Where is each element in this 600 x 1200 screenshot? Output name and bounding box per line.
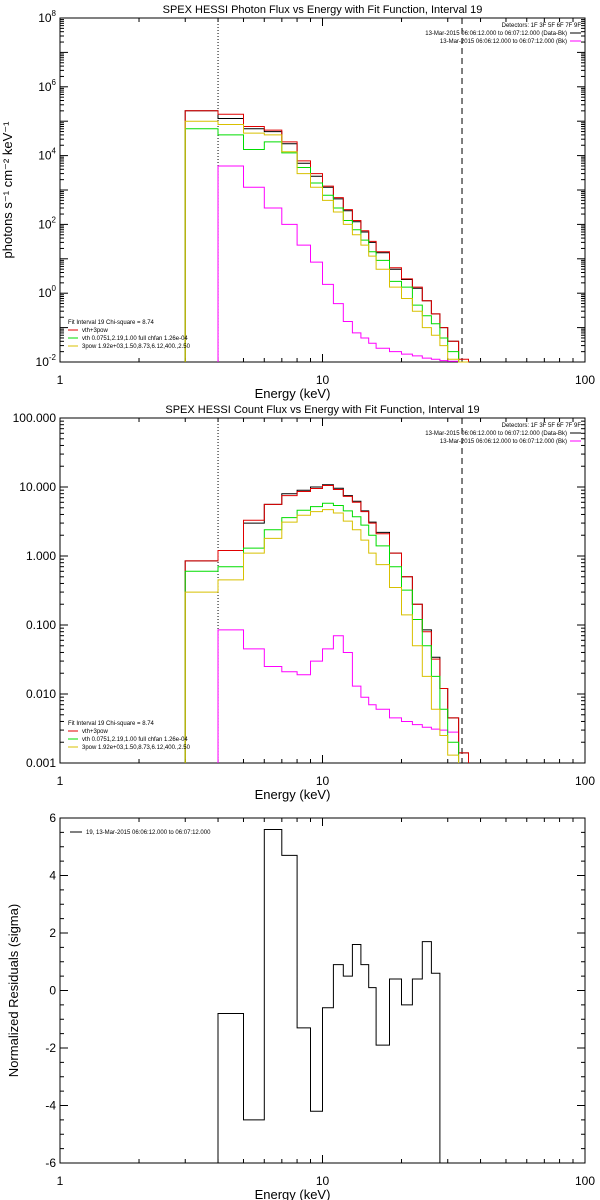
y-tick-label: 0.001	[26, 756, 56, 770]
legend-entry-label: 13-Mar-2015 06:06:12.000 to 06:07:12.000…	[440, 439, 567, 445]
y-tick-label: 100.000	[13, 411, 57, 425]
series-line-4	[184, 128, 469, 363]
x-axis-label: Energy (keV)	[255, 1187, 331, 1200]
fit-legend-label: 3pow 1.92e+03,1.50,8.73,6.12,400.,2.50	[82, 344, 191, 350]
fit-legend-label: 3pow 1.92e+03,1.50,8.73,6.12,400.,2.50	[82, 745, 191, 751]
detectors-label: Detectors: 1F 3F 5F 6F 7F 9F	[502, 23, 582, 29]
x-tick-label: 100	[575, 1174, 595, 1188]
detectors-label: Detectors: 1F 3F 5F 6F 7F 9F	[502, 423, 582, 429]
panel-1: 1 10 100 108 10-2 100 102 104 106 SPEX HESSI Phot…	[0, 4, 595, 401]
y-axis-label: Normalized Residuals (sigma)	[6, 904, 21, 1077]
y-tick-label: 106	[38, 78, 56, 94]
y-tick-label: -4	[45, 1099, 56, 1113]
series-line-5	[184, 120, 469, 363]
y-tick-label: 0.100	[26, 618, 56, 632]
y-tick-label: 100	[38, 284, 56, 300]
y-tick-label: 108	[38, 9, 56, 25]
y-tick-exponent: 4	[52, 147, 57, 156]
chart-title: SPEX HESSI Photon Flux vs Energy with Fi…	[163, 4, 483, 16]
fit-legend-title: Fit Interval 19 Chi-square = 8.74	[68, 320, 155, 326]
x-axis-label: Energy (keV)	[255, 787, 331, 802]
y-tick-label: 102	[38, 215, 56, 231]
x-axis-label: Energy (keV)	[255, 386, 331, 401]
y-tick-label: 4	[49, 869, 56, 883]
y-tick-exponent: 0	[52, 284, 57, 293]
y-axis-label: photons s⁻¹ cm⁻² keV⁻¹	[0, 121, 15, 259]
panel-2: 1 10 100 0.001 0.010 0.100 1.000 10.000 100.000 S…	[13, 404, 596, 802]
y-tick-label: -2	[45, 1041, 56, 1055]
y-tick-label: 6	[49, 811, 56, 825]
x-tick-label: 10	[316, 373, 330, 387]
y-tick-exponent: 8	[52, 9, 57, 18]
x-tick-label: 100	[575, 774, 595, 788]
fit-legend-label: vth 0.0751,2.19,1.00 full chfan 1.26e-04	[82, 336, 188, 342]
x-tick-label: 1	[57, 373, 64, 387]
series-line-2	[217, 165, 469, 363]
series-line-1	[217, 829, 441, 1163]
series-line-5	[184, 509, 460, 763]
legend-entry-label: 13-Mar-2015 06:06:12.000 to 06:07:12.000…	[440, 39, 567, 45]
residual-legend-label: 19, 13-Mar-2015 06:06:12.000 to 06:07:12…	[86, 830, 211, 836]
fit-legend-label: vth+3pow	[82, 328, 109, 334]
y-tick-exponent: 6	[52, 78, 57, 87]
x-tick-label: 10	[316, 1174, 330, 1188]
legend-entry-label: 13-Mar-2015 06:06:12.000 to 06:07:12.000…	[425, 31, 567, 37]
y-tick-exponent: 2	[52, 215, 57, 224]
series-line-1	[184, 110, 469, 363]
y-tick-label: 1.000	[26, 549, 56, 563]
legend-entry-label: 13-Mar-2015 06:06:12.000 to 06:07:12.000…	[425, 431, 567, 437]
series-line-1	[184, 484, 469, 763]
y-tick-label: 0	[49, 984, 56, 998]
series-line-3	[184, 110, 469, 362]
fit-legend-label: vth 0.0751,2.19,1.00 full chfan 1.26e-04	[82, 737, 188, 743]
y-tick-label: 10-2	[36, 353, 57, 369]
y-tick-label: 104	[38, 147, 56, 163]
fit-legend-title: Fit Interval 19 Chi-square = 8.74	[68, 721, 155, 727]
fit-legend-label: vth+3pow	[82, 729, 109, 735]
panel-3: 1 10 100 -6 -4 -2 0 2 4 6 Energy (keV) Normalized R…	[6, 811, 595, 1200]
y-tick-label: -6	[45, 1156, 56, 1170]
series-line-4	[184, 502, 460, 763]
y-tick-label: 2	[49, 926, 56, 940]
y-tick-label: 10.000	[19, 480, 56, 494]
x-tick-label: 100	[575, 373, 595, 387]
x-tick-label: 1	[57, 774, 64, 788]
series-line-2	[217, 629, 460, 763]
x-tick-label: 10	[316, 774, 330, 788]
series-line-3	[184, 485, 469, 763]
y-tick-exponent: -2	[49, 353, 57, 362]
plot-frame	[59, 417, 586, 764]
y-tick-label: 0.010	[26, 687, 56, 701]
chart-title: SPEX HESSI Count Flux vs Energy with Fit…	[165, 404, 479, 416]
x-tick-label: 1	[57, 1174, 64, 1188]
